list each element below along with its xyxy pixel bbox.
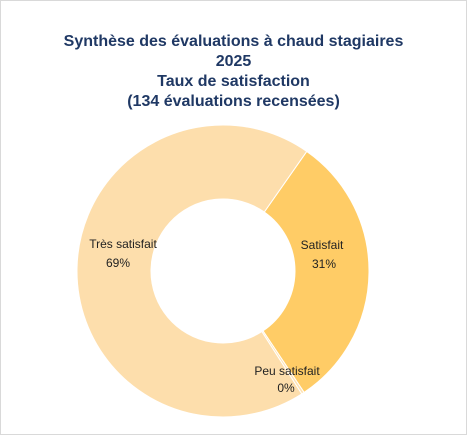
slice-satisfait [262,150,370,394]
chart-title: Synthèse des évaluations à chaud stagiai… [0,32,467,112]
donut-slices [76,124,370,418]
label-satisfait-name: Satisfait [301,238,344,252]
label-tres-satisfait-name: Très satisfait [89,237,157,251]
title-line-1: Synthèse des évaluations à chaud stagiai… [63,33,404,50]
label-peu-satisfait-name: Peu satisfait [254,364,320,378]
slice-tr-s-satisfait [76,124,308,418]
label-satisfait-pct: 31% [312,257,336,271]
slice-labels: Très satisfait 69% Satisfait 31% Peu sat… [89,237,344,395]
title-line-3: Taux de satisfaction [157,73,310,90]
title-line-2: 2025 [215,53,252,70]
label-tres-satisfait-pct: 69% [106,256,130,270]
title-line-4: (134 évaluations recensées) [127,93,340,110]
label-peu-satisfait-pct: 0% [277,381,295,395]
